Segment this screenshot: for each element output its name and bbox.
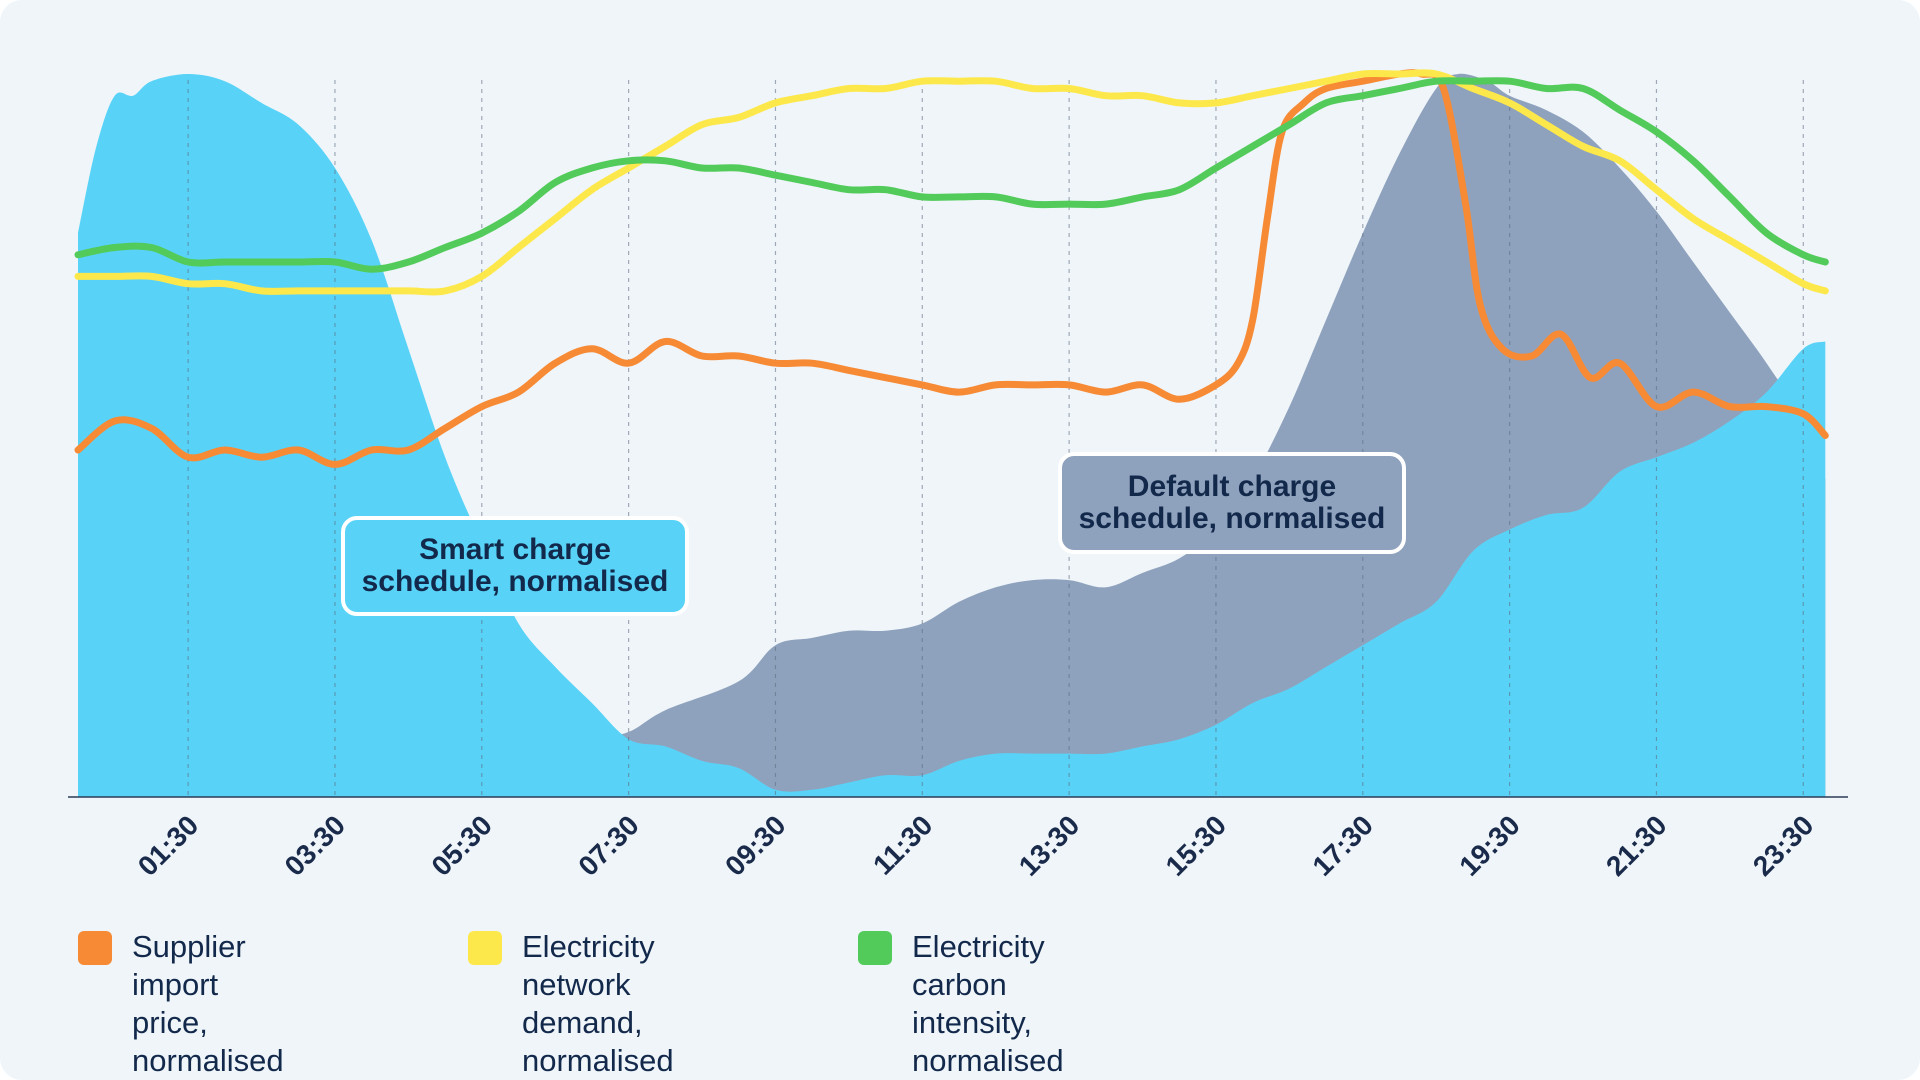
x-tick-label: 05:30: [425, 809, 498, 882]
legend-swatch-import-price: [78, 931, 112, 965]
legend-item-network-demand: Electricity network demand, normalised: [468, 928, 674, 1080]
x-tick-label: 07:30: [572, 809, 645, 882]
legend-item-carbon-intensity: Electricity carbon intensity, normalised: [858, 928, 1064, 1080]
callout-smart-charge: Smart charge schedule, normalised: [341, 516, 689, 616]
x-tick-label: 17:30: [1306, 809, 1379, 882]
smart-charge-area: [78, 74, 1826, 797]
x-tick-label: 01:30: [132, 809, 205, 882]
x-tick-label: 23:30: [1747, 809, 1820, 882]
x-tick-label: 19:30: [1453, 809, 1526, 882]
callout-smart-charge-text: Smart charge schedule, normalised: [361, 533, 669, 598]
legend-swatch-network-demand: [468, 931, 502, 965]
x-tick-label: 03:30: [279, 809, 352, 882]
legend-label-carbon-intensity: Electricity carbon intensity, normalised: [912, 929, 1064, 1078]
legend-swatch-carbon-intensity: [858, 931, 892, 965]
x-tick-label: 11:30: [867, 809, 938, 880]
legend-item-import-price: Supplier import price, normalised: [78, 928, 284, 1080]
network-demand-line: [74, 69, 1829, 296]
x-tick-label: 13:30: [1013, 809, 1086, 882]
legend-label-import-price: Supplier import price, normalised: [132, 929, 284, 1078]
chart-svg: 01:30 03:30 05:30 07:30 09:30 11:30 13:30 15:30…: [68, 69, 1848, 882]
callout-default-charge-text: Default charge schedule, normalised: [1078, 470, 1386, 535]
x-tick-label: 09:30: [719, 809, 792, 882]
carbon-intensity-line: [74, 77, 1829, 273]
x-tick-label: 21:30: [1600, 809, 1673, 882]
x-tick-label: 15:30: [1160, 809, 1233, 882]
default-charge-area: [78, 73, 1826, 797]
callout-default-charge: Default charge schedule, normalised: [1058, 452, 1406, 554]
legend-label-network-demand: Electricity network demand, normalised: [522, 929, 674, 1078]
import-price-line: [74, 69, 1829, 468]
